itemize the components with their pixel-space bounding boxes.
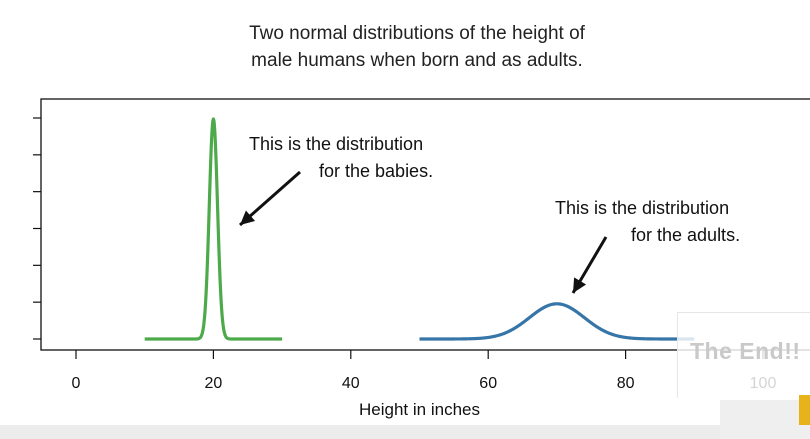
x-tick-label-0: 0 (72, 375, 81, 392)
channel-logo-icon (799, 395, 810, 425)
video-bottom-bar (0, 425, 810, 439)
plot-frame (40, 98, 810, 351)
x-tick-label-60: 60 (479, 375, 497, 392)
curve-adults (418, 302, 695, 341)
x-axis: 020406080100 (72, 350, 776, 392)
x-tick-label-80: 80 (617, 375, 635, 392)
chart-title-line-2: male humans when born and as adults. (251, 50, 583, 71)
annotations: This is the distribution for the babies. T… (239, 134, 740, 294)
x-axis-title: Height in inches (359, 400, 480, 419)
end-card-overlay (677, 312, 810, 398)
y-axis (33, 117, 41, 340)
annotation-arrowhead-adults (573, 277, 587, 293)
distribution-curves (143, 117, 695, 341)
annotation-babies-line-1: This is the distribution (249, 134, 423, 154)
curve-babies (143, 117, 284, 341)
annotation-babies-line-2: for the babies. (319, 161, 433, 181)
x-tick-label-20: 20 (205, 375, 223, 392)
annotation-adults-line-1: This is the distribution (555, 198, 729, 218)
x-tick-label-40: 40 (342, 375, 360, 392)
annotation-adults-line-2: for the adults. (631, 225, 740, 245)
end-card-text: The End!! (690, 338, 801, 364)
chart-title-line-1: Two normal distributions of the height o… (249, 23, 585, 44)
chart-title: Two normal distributions of the height o… (0, 20, 810, 74)
video-corner-panel (720, 400, 810, 439)
annotation-arrowhead-babies (240, 210, 256, 225)
